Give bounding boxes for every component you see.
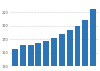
Bar (90, 9, 96, 71)
Bar (43, 41, 49, 71)
Bar (20, 45, 26, 71)
Bar (51, 38, 57, 71)
Bar (67, 30, 73, 71)
Bar (12, 49, 18, 71)
Bar (82, 20, 88, 71)
Bar (75, 26, 80, 71)
Bar (28, 45, 34, 71)
Bar (59, 34, 65, 71)
Bar (36, 43, 41, 71)
